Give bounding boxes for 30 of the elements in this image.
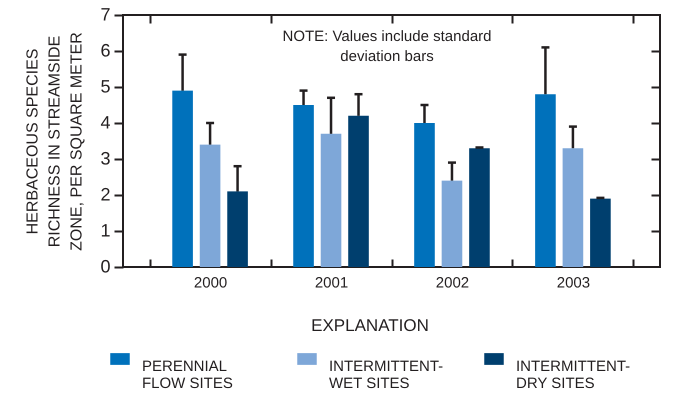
annotation: NOTE: Values include standard deviation bars — [282, 28, 492, 65]
bar — [442, 180, 462, 267]
bar — [200, 144, 220, 267]
y-tick-label: 7 — [100, 4, 110, 24]
x-tick-label: 2001 — [314, 274, 348, 292]
x-tick-label: 2000 — [194, 274, 228, 292]
y-tick-label: 1 — [100, 220, 110, 240]
bar — [320, 134, 342, 267]
bar — [227, 191, 248, 267]
legend-label: INTERMITTENT- WET SITES — [329, 358, 444, 392]
y-tick-label: 4 — [100, 112, 110, 132]
x-tick-label: 2003 — [556, 274, 590, 292]
bar — [348, 116, 369, 267]
bar — [414, 123, 435, 267]
bar — [293, 105, 314, 267]
x-tick-label: 2002 — [436, 274, 470, 292]
legend-label: INTERMITTENT- DRY SITES — [516, 358, 630, 392]
bar — [535, 94, 556, 267]
bar — [172, 90, 193, 267]
y-tick-label: 2 — [100, 184, 110, 204]
y-tick-label: 0 — [100, 256, 110, 276]
y-tick-label: 3 — [100, 148, 110, 168]
y-axis-title: HERBACEOUS SPECIES RICHNESS IN STREAMSIDE ZONE, PER SQUARE METER — [24, 32, 86, 251]
legend-label: PERENNIAL FLOW SITES — [142, 358, 233, 392]
legend-title: EXPLANATION — [311, 316, 429, 335]
bar — [469, 148, 490, 267]
bar — [590, 198, 611, 267]
y-tick-label: 6 — [100, 40, 110, 60]
y-tick-label: 5 — [100, 76, 110, 96]
bar — [562, 148, 584, 267]
